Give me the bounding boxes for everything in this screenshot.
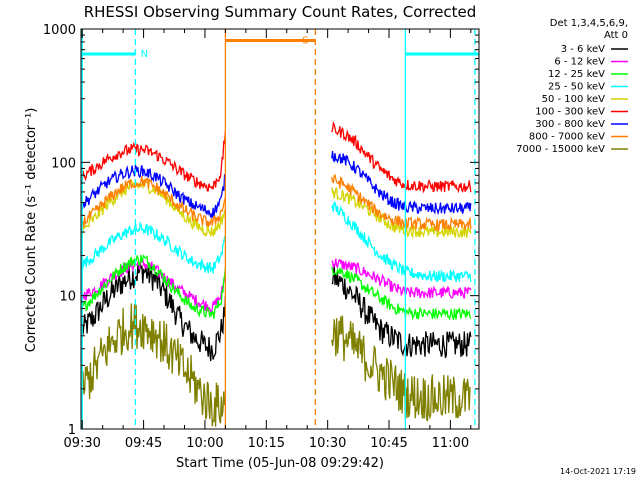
x-tick-label: 10:45 [370, 436, 407, 451]
series-8 [81, 303, 472, 427]
legend: Det 1,3,4,5,6,9,Att 0 3 - 6 keV 6 - 12 keV… [516, 18, 628, 155]
series-0 [81, 262, 472, 362]
series-line-4-0 [81, 178, 226, 237]
series-line-1-1 [331, 258, 472, 299]
y-tick-label: 1000 [43, 23, 76, 38]
series-line-5-0 [81, 130, 227, 192]
x-tick-label: 10:30 [309, 436, 346, 451]
legend-label-1: 6 - 12 keV [554, 57, 605, 68]
y-axis-label: Corrected Count Rate (s⁻¹ detector⁻¹) [24, 108, 39, 353]
y-tick-label: 1 [68, 423, 76, 438]
series-1 [81, 256, 472, 313]
series-7 [81, 173, 472, 233]
series-line-2-0 [81, 254, 227, 319]
y-tick-label: 10 [59, 290, 76, 305]
x-axis-label: Start Time (05-Jun-08 09:29:42) [176, 456, 384, 471]
series-line-7-0 [81, 176, 227, 228]
series-6 [81, 151, 472, 218]
series-line-7-1 [331, 173, 472, 233]
y-tick-label: 100 [51, 156, 76, 171]
x-tick-label: 11:00 [432, 436, 469, 451]
series-line-3-0 [81, 220, 226, 274]
series-line-5-1 [331, 120, 472, 194]
series-2 [81, 254, 472, 321]
series-line-8-1 [331, 315, 472, 422]
plot-frame [80, 28, 480, 430]
legend-label-2: 12 - 25 keV [548, 69, 605, 80]
series-line-1-0 [81, 256, 227, 313]
x-tick-label: 09:45 [125, 436, 162, 451]
legend-label-8: 7000 - 15000 keV [516, 144, 605, 155]
series-3 [81, 201, 472, 284]
series-line-6-1 [331, 151, 472, 216]
flag-label-1: S [302, 35, 308, 46]
x-tick-label: 10:15 [248, 436, 285, 451]
series-line-6-0 [81, 163, 227, 218]
chart-title: RHESSI Observing Summary Count Rates, Co… [84, 3, 477, 21]
series-line-3-1 [331, 201, 472, 284]
x-tick-label: 10:00 [186, 436, 223, 451]
series-4 [81, 178, 472, 239]
series-line-0-0 [81, 262, 227, 362]
legend-header-1: Att 0 [604, 30, 628, 41]
legend-label-6: 300 - 800 keV [535, 119, 605, 130]
legend-header-0: Det 1,3,4,5,6,9, [550, 18, 628, 29]
legend-label-0: 3 - 6 keV [561, 44, 605, 55]
plot-area: N S 1 10 100 1000 09:30 09:45 10:00 10:15 10:30 10:… [43, 23, 480, 451]
series-line-2-1 [331, 266, 472, 321]
legend-label-7: 800 - 7000 keV [529, 132, 605, 143]
series-5 [81, 120, 472, 194]
legend-label-4: 50 - 100 keV [542, 94, 606, 105]
x-tick-label: 09:30 [63, 436, 100, 451]
series-line-8-0 [81, 303, 226, 427]
footer-date: 14-Oct-2021 17:19 [560, 467, 636, 476]
legend-label-5: 100 - 300 keV [535, 107, 605, 118]
series-line-4-1 [331, 186, 472, 239]
legend-label-3: 25 - 50 keV [548, 82, 605, 93]
series-line-0-1 [331, 265, 472, 358]
flag-label-0: N [141, 49, 148, 60]
